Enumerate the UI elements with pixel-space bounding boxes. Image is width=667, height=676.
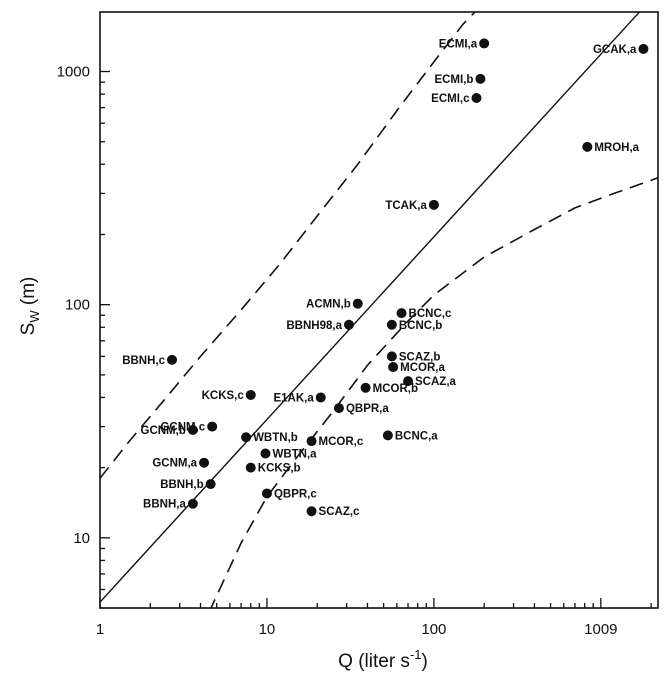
data-point-label: ACMN,b xyxy=(306,299,351,311)
data-point-label: QBPR,c xyxy=(274,488,317,500)
data-point-label: SCAZ,a xyxy=(415,376,457,388)
data-point xyxy=(245,462,256,473)
y-tick-label: 1000 xyxy=(57,64,90,81)
data-point xyxy=(582,141,593,152)
data-point-label: MROH,a xyxy=(594,142,639,154)
data-point-label: BCNC,c xyxy=(409,308,452,320)
data-point xyxy=(260,448,271,459)
x-tick-label: 10 xyxy=(259,621,276,638)
data-point xyxy=(428,199,439,210)
data-point-label: MCOR,a xyxy=(400,362,445,374)
data-point xyxy=(245,389,256,400)
data-point-label: MCOR,c xyxy=(319,436,364,448)
data-point xyxy=(333,403,344,414)
data-point-label: QBPR,a xyxy=(346,403,389,415)
data-point xyxy=(382,430,393,441)
data-point-label: ECMI,b xyxy=(434,74,473,86)
data-points xyxy=(167,38,649,517)
data-point xyxy=(315,392,326,403)
x-tick-label: 100 xyxy=(421,621,446,638)
data-point-labels: ECMI,a ECMI,b ECMI,c GCAK,a MROH,a TCAK,a ACMN… xyxy=(122,38,639,518)
regression-line xyxy=(100,12,641,603)
data-point xyxy=(352,298,363,309)
data-point-label: GCNM,c xyxy=(160,422,205,434)
data-point xyxy=(205,479,216,490)
data-point-label: SCAZ,c xyxy=(319,506,361,518)
data-point xyxy=(306,436,317,447)
data-point-label: GCNM,b xyxy=(141,425,186,437)
data-point xyxy=(187,425,198,436)
x-axis-label: Q (liter s-1) xyxy=(338,647,428,672)
data-point xyxy=(343,319,354,330)
data-point-label: TCAK,a xyxy=(385,200,427,212)
data-point-label: WBTN,b xyxy=(253,432,298,444)
plot-frame xyxy=(99,11,659,609)
data-point-label: BBNH,b xyxy=(160,479,203,491)
data-point xyxy=(241,432,252,443)
data-point xyxy=(386,351,397,362)
data-point-label: MCOR,b xyxy=(373,383,418,395)
data-point-label: BBNH,a xyxy=(143,499,186,511)
data-point xyxy=(306,506,317,517)
upper-confidence-line xyxy=(100,12,477,479)
data-point-label: BBNH,c xyxy=(122,355,165,367)
x-tick-label: 1009 xyxy=(584,621,617,638)
data-point xyxy=(187,498,198,509)
data-point-label: ECMI,c xyxy=(431,93,470,105)
data-point-label: SCAZ,b xyxy=(399,351,441,363)
data-point xyxy=(396,308,407,319)
y-tick-label: 100 xyxy=(65,297,90,314)
data-point xyxy=(199,457,210,468)
data-point xyxy=(388,362,399,373)
data-point xyxy=(360,382,371,393)
x-axis: 1 10 100 1009 xyxy=(96,598,652,638)
data-point-label: WBTN,a xyxy=(272,448,317,460)
data-point xyxy=(386,319,397,330)
data-point xyxy=(471,92,482,103)
x-tick-label: 1 xyxy=(96,621,104,638)
data-point xyxy=(479,38,490,49)
data-point xyxy=(403,376,414,387)
data-point xyxy=(261,488,272,499)
data-point xyxy=(638,43,649,54)
lower-confidence-line xyxy=(210,177,658,608)
regression-lines xyxy=(100,12,658,608)
data-point-label: GCNM,a xyxy=(152,458,197,470)
data-point-label: GCAK,a xyxy=(593,44,637,56)
data-point-label: BCNC,a xyxy=(395,430,438,442)
data-point-label: E1AK,a xyxy=(273,392,314,404)
y-axis-label: SW (m) xyxy=(18,277,42,336)
y-tick-label: 10 xyxy=(73,530,90,547)
data-point xyxy=(475,73,486,84)
data-point-label: BBNH98,a xyxy=(286,320,342,332)
data-point xyxy=(167,354,178,365)
data-point-label: KCKS,c xyxy=(202,390,245,402)
y-axis: 10 100 1000 xyxy=(57,64,110,609)
data-point-label: ECMI,a xyxy=(439,38,478,50)
plot-border xyxy=(99,11,659,609)
data-point xyxy=(207,421,218,432)
data-point-label: BCNC,b xyxy=(399,320,442,332)
data-point-label: KCKS,b xyxy=(258,463,301,475)
